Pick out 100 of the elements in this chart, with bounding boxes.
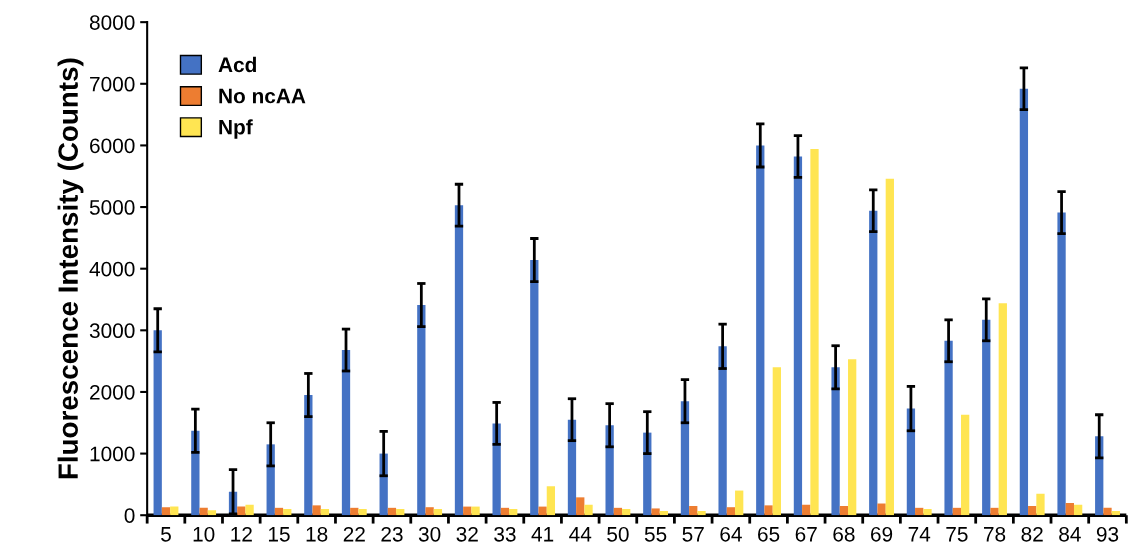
bar [756,145,765,516]
bar [417,305,426,516]
bar [802,504,811,516]
bar [877,503,886,516]
bar [605,425,614,516]
bar [651,508,660,516]
x-tick-label: 84 [1059,526,1081,542]
bar [998,303,1007,516]
x-tick-label: 30 [418,526,441,542]
bar [425,507,434,516]
bar [341,350,351,516]
y-tick-label: 1000 [90,446,135,462]
y-tick-label: 6000 [90,138,135,154]
bar [915,507,924,516]
bar [952,507,962,516]
x-tick-label: 65 [758,526,780,542]
x-tick-label: 15 [268,527,290,542]
bar [906,408,916,516]
bar [170,506,179,516]
y-tick-label: 8000 [89,15,135,30]
legend-label: Acd [218,56,256,73]
bar [1057,212,1066,516]
bar [358,509,367,516]
x-tick-label: 23 [381,526,403,542]
bar [689,505,698,516]
bar [869,210,878,516]
x-tick-label: 75 [946,527,968,542]
bar [500,507,510,516]
bar [726,507,736,516]
x-tick-label: 55 [644,527,667,542]
bar [538,506,547,516]
bar [831,367,840,516]
x-tick-label: 64 [720,526,742,542]
bar [237,506,246,516]
x-tick-label: 41 [531,527,554,542]
x-tick-label: 78 [984,526,1006,542]
bar [982,319,991,516]
x-tick-label: 22 [343,526,365,542]
x-tick-label: 74 [908,527,931,542]
bar [1103,507,1112,516]
x-tick-label: 82 [1021,526,1043,542]
bar [622,509,631,516]
bar [810,149,819,516]
y-tick-label: 2000 [90,384,135,400]
bar [680,401,690,516]
bar [161,507,171,516]
bar [961,414,970,516]
bar [613,507,623,516]
bar [1036,493,1045,516]
bar [245,504,254,516]
x-tick-label: 57 [682,527,704,542]
bar [839,505,849,516]
bar [530,260,539,516]
x-tick-label: 32 [456,526,478,542]
x-tick-label: 12 [231,526,252,542]
bar [885,178,894,516]
bar [153,330,162,516]
x-tick-label: 18 [306,526,328,542]
bar [944,340,953,516]
bar [772,367,781,516]
bar [320,509,330,516]
bar [396,509,405,516]
bar [1028,505,1037,516]
x-tick-label: 67 [795,526,817,542]
bar [283,509,292,516]
legend-label: Npf [219,119,253,139]
bar [567,419,577,516]
x-tick-label: 50 [607,526,629,542]
bar [387,507,397,516]
bar [764,505,773,516]
x-tick-label: 10 [193,526,215,542]
y-axis-title: Fluorescence Intensity (Counts) [57,58,84,479]
bar [546,486,556,516]
bar [990,507,999,516]
bar [463,506,472,516]
y-tick-label: 7000 [90,76,135,92]
bar [1065,502,1074,516]
bar [509,509,518,516]
y-tick-label: 0 [124,508,135,523]
legend-label: No ncAA [219,88,306,104]
bar [274,507,284,516]
bar [735,490,744,516]
bar [312,505,321,516]
bar [471,506,480,516]
x-tick-label: 93 [1096,526,1119,542]
bar [697,510,706,516]
bar [584,504,593,516]
bar [576,497,585,516]
y-tick-label: 3000 [89,323,135,339]
bar [718,346,727,516]
bar [207,510,217,516]
bar [1073,504,1083,516]
y-tick-label: 5000 [89,200,135,215]
x-tick-label: 68 [833,526,855,542]
bar [923,509,932,516]
bar [848,359,857,516]
bar [1019,88,1029,516]
y-tick-label: 4000 [89,261,135,277]
x-tick-label: 69 [871,526,893,542]
bar [793,156,803,516]
